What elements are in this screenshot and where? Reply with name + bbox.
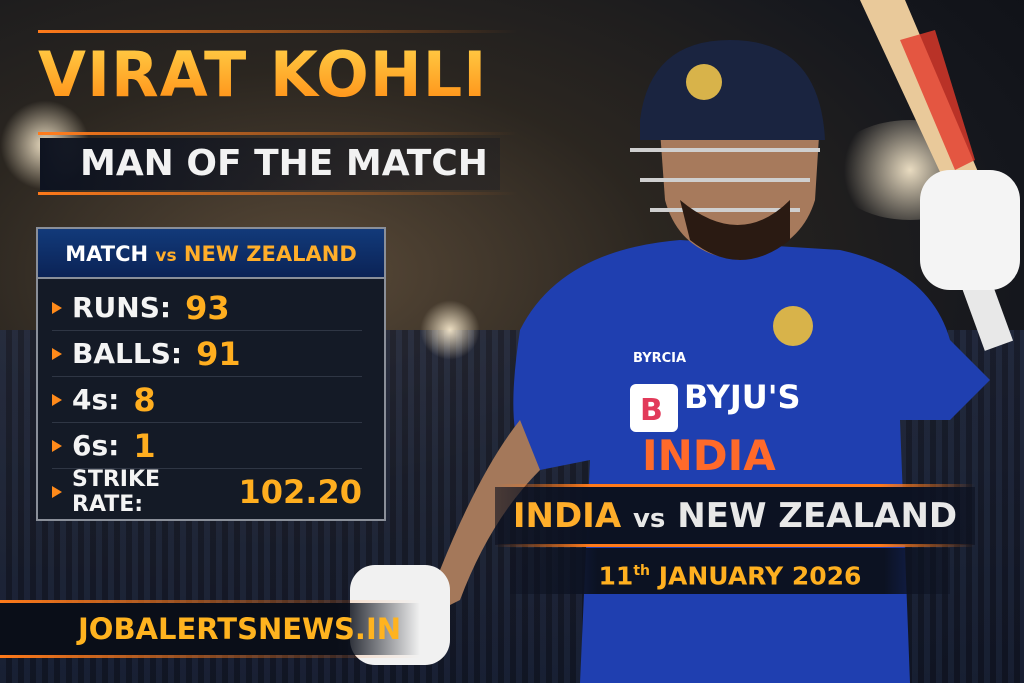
match-date: 11th JANUARY 2026 — [510, 548, 950, 594]
stadium-light — [420, 300, 480, 360]
stat-label: RUNS: — [72, 291, 172, 324]
stat-label: 4s: — [72, 383, 120, 416]
date-day: 11 — [598, 561, 634, 591]
divider — [495, 544, 975, 547]
divider — [38, 30, 518, 33]
stat-value: 91 — [196, 334, 241, 373]
triangle-bullet-icon — [52, 347, 62, 360]
triangle-bullet-icon — [52, 393, 62, 406]
stat-row-balls: BALLS: 91 — [52, 331, 362, 377]
divider — [0, 655, 420, 658]
divider — [495, 484, 975, 487]
stat-value: 1 — [133, 426, 156, 465]
triangle-bullet-icon — [52, 301, 62, 314]
vs-label: vs — [632, 504, 666, 534]
team2-label: NEW ZEALAND — [677, 496, 958, 536]
team1-label: INDIA — [512, 496, 622, 536]
fixture-banner: INDIA vs NEW ZEALAND — [495, 487, 975, 545]
jersey-sponsor: BYJU'S — [684, 378, 801, 416]
triangle-bullet-icon — [52, 439, 62, 452]
stat-row-fours: 4s: 8 — [52, 377, 362, 423]
player-name: VIRAT KOHLI — [38, 38, 488, 111]
vs-label: vs — [155, 246, 177, 266]
stat-row-runs: RUNS: 93 — [52, 285, 362, 331]
stat-value: 8 — [133, 380, 156, 419]
opponent-label: NEW ZEALAND — [183, 242, 357, 266]
stat-value: 102.20 — [238, 473, 362, 511]
stats-card: MATCH vs NEW ZEALAND RUNS: 93 BALLS: 91 4s… — [36, 227, 386, 521]
triangle-bullet-icon — [52, 486, 62, 498]
stat-row-strike-rate: STRIKE RATE: 102.20 — [52, 467, 362, 517]
stat-row-sixes: 6s: 1 — [52, 423, 362, 469]
date-suffix: th — [633, 563, 650, 579]
match-label: MATCH — [65, 242, 149, 266]
website-label: JOBALERTSNEWS.IN — [0, 603, 420, 655]
svg-text:B: B — [640, 393, 663, 428]
divider — [0, 600, 420, 603]
divider — [38, 192, 518, 195]
stat-label: 6s: — [72, 429, 120, 462]
award-title: MAN OF THE MATCH — [40, 138, 500, 190]
stats-card-header: MATCH vs NEW ZEALAND — [38, 229, 384, 279]
stat-label: BALLS: — [72, 337, 183, 370]
divider — [38, 132, 518, 135]
stat-label: STRIKE RATE: — [72, 467, 161, 517]
stat-value: 93 — [185, 288, 230, 327]
date-month-year: JANUARY 2026 — [658, 561, 862, 591]
jersey-kit: BYRCIA — [633, 351, 686, 366]
jersey-country: INDIA — [642, 431, 776, 480]
